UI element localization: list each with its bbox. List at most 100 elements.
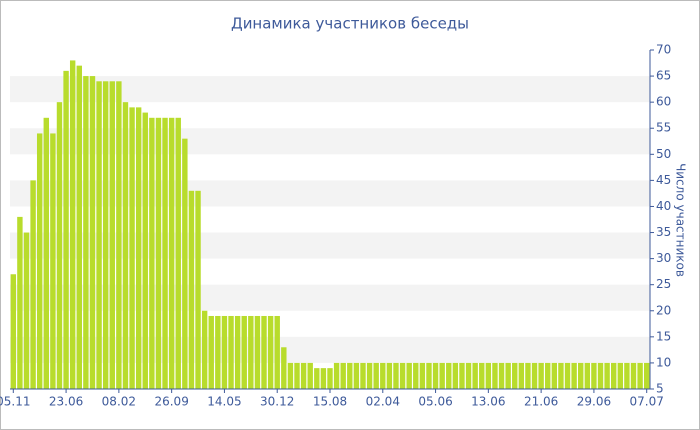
bar bbox=[353, 362, 360, 389]
x-tick-label: 26.09 bbox=[154, 395, 188, 409]
x-tick-label: 21.06 bbox=[524, 395, 558, 409]
bar bbox=[426, 362, 432, 389]
bar bbox=[512, 362, 518, 389]
x-tick-label: 08.02 bbox=[102, 395, 136, 409]
bar bbox=[116, 81, 122, 390]
x-tick-label: 05.06 bbox=[418, 395, 452, 409]
x-tick-label: 13.06 bbox=[471, 395, 505, 409]
bar bbox=[380, 362, 386, 389]
bar bbox=[551, 362, 558, 389]
y-tick-label: 5 bbox=[656, 382, 664, 396]
bar bbox=[479, 362, 485, 389]
bar bbox=[195, 190, 201, 389]
bar bbox=[492, 362, 498, 389]
bar bbox=[162, 117, 168, 390]
bar bbox=[360, 362, 366, 389]
bar bbox=[611, 362, 617, 389]
bar bbox=[571, 362, 577, 389]
bar bbox=[393, 362, 399, 389]
bar bbox=[261, 315, 267, 389]
bar bbox=[564, 362, 571, 389]
bar bbox=[221, 315, 228, 389]
bar bbox=[340, 362, 346, 389]
y-tick-label: 25 bbox=[656, 277, 671, 291]
x-tick-label: 23.06 bbox=[49, 395, 83, 409]
y-tick-label: 60 bbox=[656, 95, 671, 109]
bar bbox=[591, 362, 597, 389]
y-tick-label: 10 bbox=[656, 355, 671, 369]
bar bbox=[149, 117, 155, 390]
bar bbox=[254, 315, 261, 389]
bar bbox=[643, 362, 650, 389]
bar bbox=[386, 362, 393, 389]
bar bbox=[201, 310, 208, 389]
bar bbox=[248, 315, 254, 389]
bar bbox=[525, 362, 531, 389]
bar bbox=[188, 190, 195, 389]
bar bbox=[538, 362, 544, 389]
bar bbox=[624, 362, 630, 389]
bar bbox=[406, 362, 412, 389]
bar bbox=[56, 102, 63, 390]
x-tick-label: 15.08 bbox=[313, 395, 347, 409]
bar bbox=[69, 60, 76, 389]
bar bbox=[459, 362, 465, 389]
bar bbox=[208, 315, 214, 389]
bar bbox=[597, 362, 604, 389]
x-tick-label: 30.12 bbox=[260, 395, 294, 409]
bar bbox=[399, 362, 406, 389]
bar bbox=[446, 362, 452, 389]
y-tick-label: 55 bbox=[656, 121, 671, 135]
bar bbox=[30, 180, 36, 389]
y-tick-label: 30 bbox=[656, 251, 671, 265]
y-tick-label: 65 bbox=[656, 69, 671, 83]
y-tick-label: 45 bbox=[656, 173, 671, 187]
x-tick-label: 02.04 bbox=[366, 395, 400, 409]
bar bbox=[142, 112, 148, 389]
x-tick-label: 07.07 bbox=[630, 395, 664, 409]
bar bbox=[168, 117, 175, 390]
bar bbox=[584, 362, 591, 389]
bar bbox=[498, 362, 505, 389]
bar bbox=[531, 362, 538, 389]
y-tick-label: 50 bbox=[656, 147, 671, 161]
bar bbox=[432, 362, 439, 389]
bar bbox=[545, 362, 551, 389]
bar bbox=[439, 362, 445, 389]
x-tick-label: 05.11 bbox=[0, 395, 30, 409]
bar bbox=[281, 347, 287, 389]
bar bbox=[604, 362, 610, 389]
bar bbox=[558, 362, 564, 389]
bar bbox=[327, 368, 333, 389]
x-tick-label: 14.05 bbox=[207, 395, 241, 409]
bar bbox=[215, 315, 221, 389]
bar bbox=[300, 362, 307, 389]
bar bbox=[83, 76, 89, 390]
bar bbox=[637, 362, 643, 389]
bar bbox=[50, 133, 56, 389]
y-tick-label: 20 bbox=[656, 303, 671, 317]
bar bbox=[485, 362, 492, 389]
bar bbox=[23, 232, 30, 389]
bar bbox=[228, 315, 234, 389]
bar bbox=[89, 76, 96, 390]
bar bbox=[241, 315, 247, 389]
bar bbox=[129, 107, 135, 389]
bar bbox=[63, 70, 69, 389]
bar bbox=[333, 362, 340, 389]
bar bbox=[17, 216, 23, 389]
bar bbox=[307, 362, 313, 389]
bar bbox=[413, 362, 419, 389]
bar bbox=[43, 117, 49, 390]
bar bbox=[452, 362, 459, 389]
bar bbox=[267, 315, 274, 389]
x-tick-label: 29.06 bbox=[577, 395, 611, 409]
chart-title: Динамика участников беседы bbox=[231, 15, 469, 33]
bar bbox=[36, 133, 43, 389]
bar bbox=[518, 362, 525, 389]
bar bbox=[175, 117, 181, 390]
bar bbox=[320, 368, 327, 389]
y-tick-label: 70 bbox=[656, 43, 671, 57]
y-tick-label: 15 bbox=[656, 329, 671, 343]
